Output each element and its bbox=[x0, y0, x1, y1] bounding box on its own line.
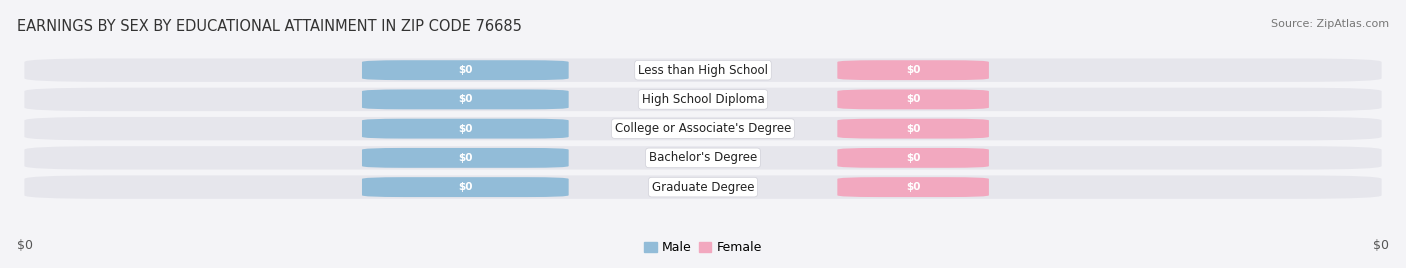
Text: $0: $0 bbox=[905, 182, 921, 192]
Text: $0: $0 bbox=[458, 124, 472, 134]
FancyBboxPatch shape bbox=[24, 88, 1382, 111]
Text: $0: $0 bbox=[1374, 239, 1389, 252]
Text: $0: $0 bbox=[458, 94, 472, 105]
Text: Source: ZipAtlas.com: Source: ZipAtlas.com bbox=[1271, 19, 1389, 29]
FancyBboxPatch shape bbox=[361, 177, 568, 197]
Legend: Male, Female: Male, Female bbox=[644, 241, 762, 254]
FancyBboxPatch shape bbox=[361, 119, 568, 139]
FancyBboxPatch shape bbox=[24, 146, 1382, 170]
FancyBboxPatch shape bbox=[361, 90, 568, 109]
Text: $0: $0 bbox=[458, 153, 472, 163]
Text: $0: $0 bbox=[458, 182, 472, 192]
Text: $0: $0 bbox=[905, 124, 921, 134]
FancyBboxPatch shape bbox=[838, 60, 988, 80]
Text: Less than High School: Less than High School bbox=[638, 64, 768, 77]
Text: EARNINGS BY SEX BY EDUCATIONAL ATTAINMENT IN ZIP CODE 76685: EARNINGS BY SEX BY EDUCATIONAL ATTAINMEN… bbox=[17, 19, 522, 34]
Text: $0: $0 bbox=[905, 153, 921, 163]
Text: $0: $0 bbox=[905, 94, 921, 105]
Text: $0: $0 bbox=[17, 239, 32, 252]
FancyBboxPatch shape bbox=[24, 58, 1382, 82]
FancyBboxPatch shape bbox=[838, 90, 988, 109]
Text: Graduate Degree: Graduate Degree bbox=[652, 181, 754, 193]
Text: $0: $0 bbox=[458, 65, 472, 75]
FancyBboxPatch shape bbox=[24, 176, 1382, 199]
FancyBboxPatch shape bbox=[838, 148, 988, 168]
FancyBboxPatch shape bbox=[838, 177, 988, 197]
Text: College or Associate's Degree: College or Associate's Degree bbox=[614, 122, 792, 135]
FancyBboxPatch shape bbox=[24, 117, 1382, 140]
FancyBboxPatch shape bbox=[838, 119, 988, 139]
Text: Bachelor's Degree: Bachelor's Degree bbox=[650, 151, 756, 164]
Text: $0: $0 bbox=[905, 65, 921, 75]
FancyBboxPatch shape bbox=[361, 60, 568, 80]
FancyBboxPatch shape bbox=[361, 148, 568, 168]
Text: High School Diploma: High School Diploma bbox=[641, 93, 765, 106]
